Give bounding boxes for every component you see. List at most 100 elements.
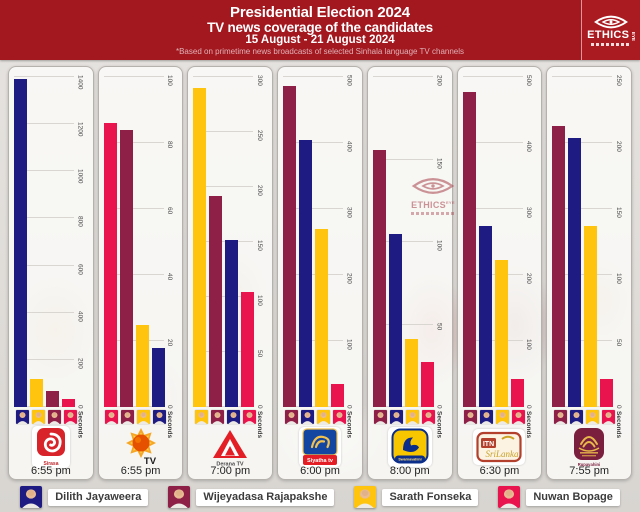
candidate-photo: [498, 486, 521, 508]
bar-chart-hiru: 0 20 40 60 80 100 Seconds: [103, 75, 179, 438]
y-axis-tick-label: 50: [435, 322, 443, 330]
bar-sarath: [135, 324, 149, 407]
y-axis-tick-label: 100: [345, 339, 353, 350]
candidate-photo-row: [284, 410, 346, 424]
legend-item-sarath: Sarath Fonseka: [354, 486, 479, 508]
bars-group: [103, 77, 165, 407]
candidate-name: Sarath Fonseka: [382, 488, 479, 506]
gridline: [14, 170, 74, 172]
photo-sarath: [496, 410, 510, 424]
gridline: [372, 323, 433, 325]
y-axis-label: Seconds: [76, 411, 84, 439]
candidate-name: Dilith Jayaweera: [48, 488, 149, 506]
bar-nuwan: [62, 398, 75, 407]
photo-wijeyadasa: [210, 410, 224, 424]
bars-group: [462, 77, 524, 407]
y-axis-tick-label: 800: [76, 216, 84, 228]
candidate-name: Wijeyadasa Rajapakshe: [196, 488, 335, 506]
hiru-tv-logo: TV: [99, 427, 183, 467]
y-axis-tick-label: 50: [255, 350, 263, 358]
y-axis-tick-label: 40: [166, 273, 174, 281]
broadcast-time: 7:00 pm: [210, 465, 251, 477]
bar-chart-rupavahini: 0 50 100 150 200 250 Seconds: [552, 75, 627, 438]
y-axis-tick-label: 100: [166, 75, 174, 86]
broadcast-time: 7:55 pm: [569, 465, 610, 477]
hiru-sun-icon: TV: [125, 428, 156, 467]
y-axis-tick-label: 600: [76, 263, 84, 275]
gridline: [14, 311, 74, 313]
gridline: [103, 406, 164, 407]
y-axis-tick-label: 200: [345, 273, 353, 284]
photo-wijeyadasa: [374, 410, 388, 424]
y-axis-tick-label: 1200: [76, 122, 84, 137]
gridline: [372, 406, 433, 407]
svg-text:Sirasa: Sirasa: [43, 461, 58, 467]
gridline: [462, 76, 523, 77]
bar-dilith: [151, 347, 165, 407]
photo-sarath: [585, 410, 599, 424]
gridline: [462, 340, 523, 341]
bars-group: [283, 77, 345, 407]
siyatha-lion-icon: Siyatha tv: [302, 428, 338, 465]
bar-wijeyadasa: [283, 85, 297, 407]
svg-text:Rupavahini: Rupavahini: [578, 462, 601, 467]
swarnavahini-logo: Swarnavahini: [368, 427, 452, 467]
page-title: Presidential Election 2024: [230, 4, 410, 21]
derana-triangle-icon: Derana TV: [213, 430, 248, 468]
gridline: [193, 186, 254, 187]
bar-sarath: [193, 88, 207, 407]
y-axis-label: Seconds: [345, 411, 353, 439]
gridline: [552, 340, 613, 341]
gridline: [283, 142, 344, 143]
bar-dilith: [388, 233, 402, 407]
y-axis-tick-label: 50: [614, 339, 622, 347]
photo-sarath: [31, 410, 45, 424]
bar-sarath: [30, 378, 43, 407]
gridline: [552, 76, 613, 77]
y-axis-tick-label: 100: [255, 295, 263, 306]
broadcast-time: 6:55 pm: [30, 465, 71, 477]
panel-sirasa-tv: 0 200 400 600 800 1000 1200 1400 Seconds Sirasa …: [8, 66, 94, 480]
photo-dilith: [15, 410, 29, 424]
photo-wijeyadasa: [284, 410, 298, 424]
gridline: [103, 142, 164, 143]
broadcast-time: 8:00 pm: [389, 465, 430, 477]
broadcast-time: 6:00 pm: [300, 465, 340, 477]
y-axis-tick-label: 0: [255, 405, 263, 409]
candidate-photo-row: [464, 410, 526, 424]
gridline: [283, 76, 344, 77]
gridline: [462, 274, 523, 275]
y-axis-tick-label: 500: [345, 75, 353, 86]
gridline: [283, 340, 344, 341]
page-subtitle: TV news coverage of the candidates: [207, 20, 433, 35]
svg-text:Derana TV: Derana TV: [217, 462, 245, 468]
bar-chart-itn: 0 100 200 300 400 500 Seconds: [462, 75, 538, 438]
gridline: [14, 264, 74, 266]
footnote: *Based on primetime news broadcasts of s…: [175, 47, 465, 56]
bar-chart-derana: 0 50 100 150 200 250 300 Seconds: [193, 75, 268, 438]
gridline: [193, 406, 254, 407]
bar-nuwan: [331, 383, 345, 407]
bar-chart-swarnavahini: 0 50 100 150 200 Seconds: [372, 75, 448, 438]
gridline: [193, 351, 254, 352]
y-axis-tick-label: 250: [255, 130, 263, 141]
candidate-photo: [354, 486, 377, 508]
gridline: [103, 76, 164, 77]
logo-sub-text: EYE: [630, 31, 636, 41]
rupavahini-emblem-icon: Rupavahini: [574, 428, 605, 467]
photo-nuwan: [242, 410, 256, 424]
y-axis-tick-label: 1000: [76, 169, 84, 184]
bar-dilith: [478, 225, 492, 407]
y-axis-tick-label: 0: [435, 405, 443, 409]
panel-siyatha-tv: 0 100 200 300 400 500 Seconds Siyatha tv 6:00 …: [277, 66, 363, 480]
bars-group: [14, 77, 75, 407]
y-axis-tick-label: 150: [255, 240, 263, 251]
photo-wijeyadasa: [47, 410, 61, 424]
bar-nuwan: [600, 379, 614, 407]
y-axis-tick-label: 0: [345, 405, 353, 409]
sirasa-tv-logo: Sirasa: [9, 426, 93, 468]
panel-swarnavahini: 0 50 100 150 200 Seconds Swarnavahini 8:00 pm: [366, 66, 453, 480]
candidate-photo-row: [105, 410, 167, 424]
y-axis-tick-label: 100: [614, 273, 622, 284]
photo-nuwan: [601, 410, 615, 424]
